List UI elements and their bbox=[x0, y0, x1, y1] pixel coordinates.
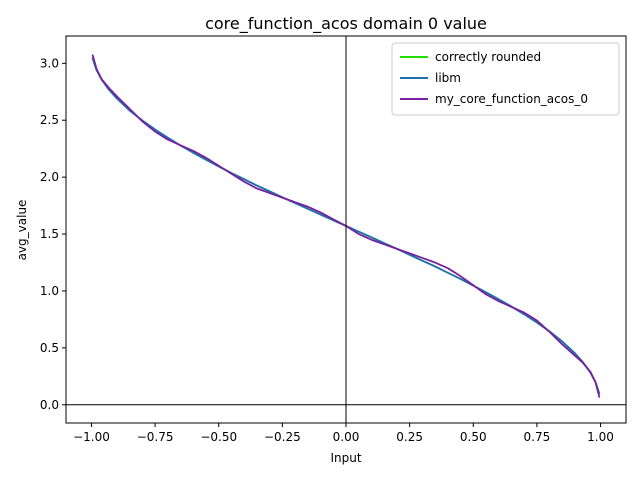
y-tick-label: 2.0 bbox=[40, 170, 59, 184]
zero-lines bbox=[66, 36, 626, 423]
x-tick-label: −1.00 bbox=[73, 430, 110, 444]
legend-label: my_core_function_acos_0 bbox=[435, 92, 588, 106]
y-tick-label: 2.5 bbox=[40, 113, 59, 127]
x-tick-label: 0.25 bbox=[396, 430, 423, 444]
legend-box bbox=[391, 42, 620, 116]
x-axis-label: Input bbox=[330, 451, 361, 465]
plot-area bbox=[65, 35, 627, 424]
y-tick-label: 3.0 bbox=[40, 56, 59, 70]
x-tick-label: −0.50 bbox=[200, 430, 237, 444]
x-tick-label: 0.50 bbox=[460, 430, 487, 444]
x-tick-label: −0.75 bbox=[137, 430, 174, 444]
legend-label: libm bbox=[435, 71, 461, 85]
y-tick-label: 0.0 bbox=[40, 398, 59, 412]
x-tick-label: −0.25 bbox=[264, 430, 301, 444]
chart-title: core_function_acos domain 0 value bbox=[205, 14, 487, 34]
y-tick-label: 0.5 bbox=[40, 341, 59, 355]
y-axis-ticks: 0.0 0.5 1.0 1.5 2.0 2.5 3.0 bbox=[40, 56, 66, 412]
legend-label: correctly rounded bbox=[435, 50, 541, 64]
x-tick-label: 0.00 bbox=[333, 430, 360, 444]
y-tick-label: 1.0 bbox=[40, 284, 59, 298]
x-axis-ticks: −1.00 −0.75 −0.50 −0.25 0.00 0.25 0.50 0.75 1.00 bbox=[73, 423, 614, 444]
legend: correctly rounded libm my_core_function_ac… bbox=[391, 42, 620, 116]
x-tick-label: 1.00 bbox=[587, 430, 614, 444]
y-tick-label: 1.5 bbox=[40, 227, 59, 241]
x-tick-label: 0.75 bbox=[524, 430, 551, 444]
y-axis-label: avg_value bbox=[15, 200, 29, 261]
